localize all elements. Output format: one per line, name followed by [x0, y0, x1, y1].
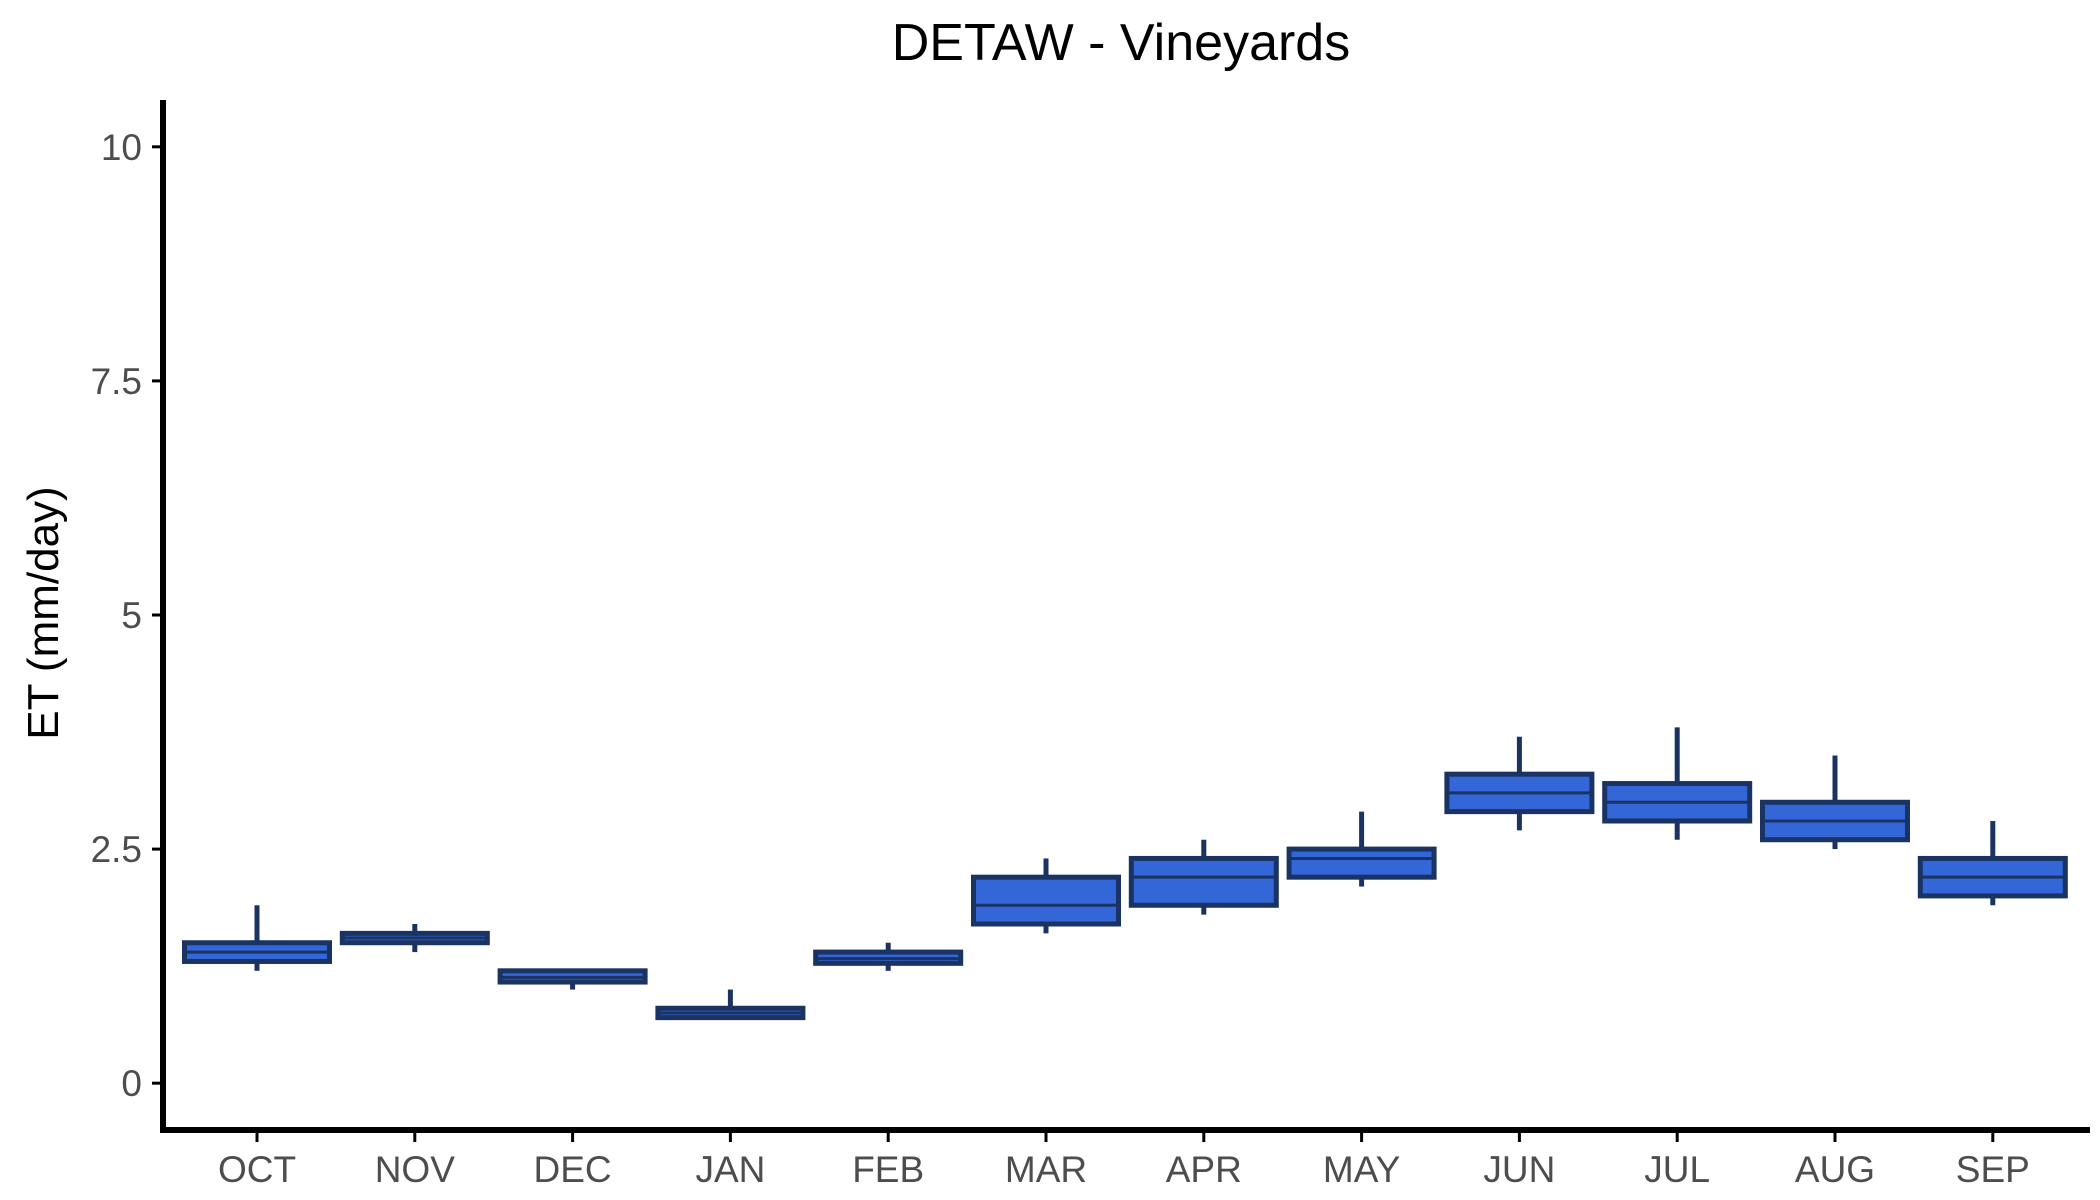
box-feb	[813, 942, 964, 971]
x-axis-ticks: OCT NOV DEC JAN FEB MAR APR MAY JUN JUL AUG SEP	[218, 1130, 2030, 1190]
x-tick-label: JUL	[1644, 1149, 1710, 1190]
box-may	[1286, 811, 1437, 887]
box-oct	[182, 905, 332, 971]
x-tick-label: SEP	[1956, 1149, 2030, 1190]
box-jul	[1602, 727, 1753, 840]
iqr-box	[1286, 846, 1437, 880]
x-tick-label: MAR	[1005, 1149, 1087, 1190]
x-tick-label: MAY	[1323, 1149, 1400, 1190]
y-tick-label: 2.5	[91, 829, 142, 870]
x-tick-label: NOV	[375, 1149, 456, 1190]
box-mar	[971, 858, 1121, 934]
y-tick-label: 0	[121, 1063, 142, 1104]
x-tick-label: FEB	[852, 1149, 924, 1190]
y-tick-label: 10	[101, 127, 142, 168]
box-dec	[497, 968, 648, 990]
iqr-box	[1128, 855, 1279, 908]
x-tick-label: APR	[1166, 1149, 1242, 1190]
y-tick-label: 7.5	[91, 361, 142, 402]
y-axis-title: ET (mm/day)	[19, 486, 68, 739]
x-tick-label: DEC	[534, 1149, 612, 1190]
iqr-box	[971, 874, 1121, 927]
chart-title: DETAW - Vineyards	[892, 14, 1350, 72]
y-axis-ticks: 0 2.5 5 7.5 10	[91, 127, 163, 1104]
x-tick-label: JUN	[1483, 1149, 1555, 1190]
box-apr	[1128, 839, 1279, 915]
y-tick-label: 5	[121, 595, 142, 636]
x-tick-label: OCT	[218, 1149, 296, 1190]
box-aug	[1760, 755, 1910, 850]
box-series	[182, 727, 2068, 1021]
box-jan	[655, 989, 806, 1021]
x-tick-label: AUG	[1795, 1149, 1875, 1190]
box-sep	[1917, 821, 2068, 906]
box-jun	[1444, 736, 1595, 831]
box-nov	[339, 924, 490, 953]
x-tick-label: JAN	[695, 1149, 765, 1190]
